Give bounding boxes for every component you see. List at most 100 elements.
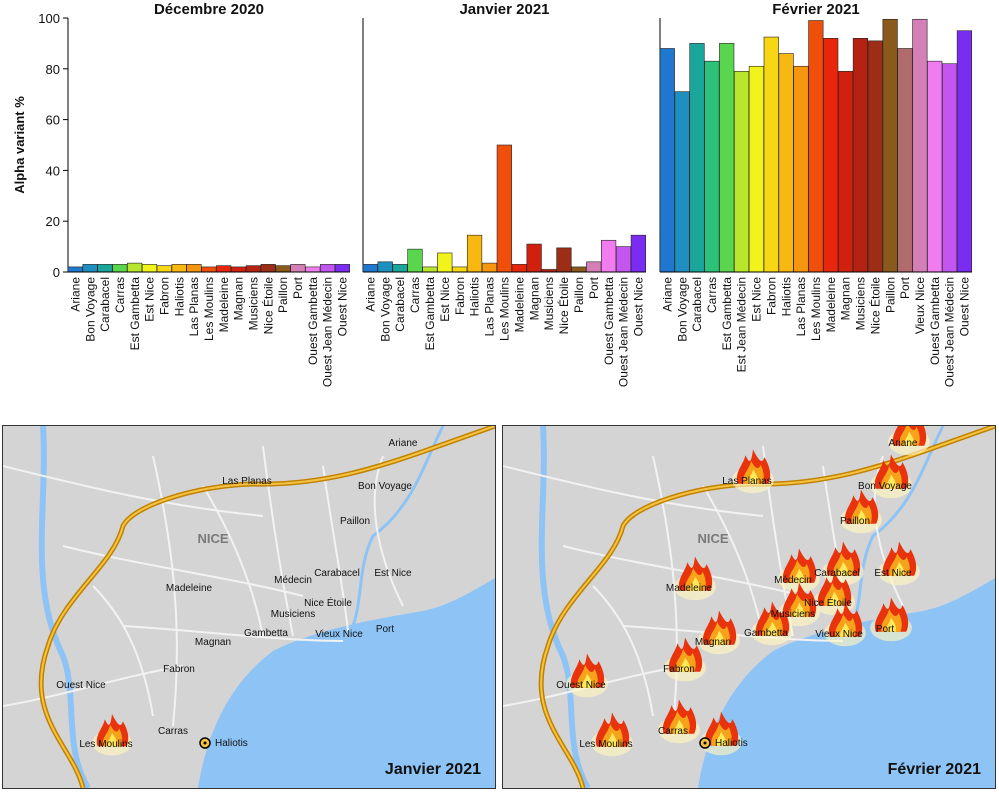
x-tick-label: Port — [291, 276, 305, 299]
bar-paillon — [571, 266, 587, 273]
map-label-est-nice: Est Nice — [374, 568, 412, 579]
bar-nice-toile — [260, 264, 276, 273]
x-tick-label: Ouest Nice — [632, 277, 646, 337]
river-paillon — [851, 426, 945, 627]
bar-bon-voyage — [674, 91, 690, 273]
motorway-inner — [540, 426, 995, 788]
x-tick-label: Les Moulins — [498, 277, 512, 341]
x-tick-label: Bon Voyage — [378, 277, 392, 342]
x-tick-label: Las Planas — [794, 277, 808, 336]
map-label-fabron: Fabron — [663, 664, 695, 675]
x-tick-label: Est Gambetta — [720, 277, 734, 351]
bar-carras — [407, 248, 423, 273]
x-tick-label: Est Nice — [750, 277, 764, 322]
map-title: Février 2021 — [888, 761, 982, 778]
bar-fabron — [156, 265, 172, 273]
map-label-vieux-nice: Vieux Nice — [815, 629, 863, 640]
x-tick-label: Ouest Gambetta — [928, 277, 942, 365]
x-tick-label: Ariane — [68, 277, 82, 312]
bar-est-gambetta — [422, 266, 438, 273]
bar-haliotis — [778, 53, 794, 273]
x-tick-label: Les Moulins — [202, 277, 216, 341]
street — [592, 585, 654, 717]
street — [92, 585, 154, 717]
bar-ouest-jean-m-decin — [941, 63, 958, 273]
bar-les-moulins — [201, 266, 217, 273]
bar-las-planas — [481, 262, 498, 273]
x-tick-label: Ouest Nice — [958, 277, 972, 337]
bar-nice-toile — [867, 40, 883, 273]
x-tick-label: Est Nice — [438, 277, 452, 322]
x-tick-label: Carabacel — [98, 277, 112, 332]
bar-est-gambetta — [719, 43, 735, 273]
bar-haliotis — [466, 234, 483, 273]
fire-icon — [700, 711, 742, 756]
bar-carras — [112, 264, 128, 273]
street — [373, 455, 404, 607]
street — [62, 545, 304, 597]
bar-carabacel — [392, 264, 408, 273]
bar-est-nice — [748, 65, 765, 273]
street — [322, 465, 349, 632]
chart-panel-1: Janvier 2021 Ariane Bon Voyage Carabacel Car… — [362, 1, 647, 387]
map-label-gambetta: Gambetta — [244, 628, 288, 639]
x-tick-label: Las Planas — [187, 277, 201, 336]
bar-ouest-jean-m-decin — [615, 246, 632, 273]
map-label-nice-toile: Nice Étoile — [804, 596, 852, 609]
bar-bon-voyage — [82, 264, 98, 273]
bar-les-moulins — [808, 20, 824, 273]
y-axis-label: Alpha variant % — [12, 96, 27, 194]
chart-title: Janvier 2021 — [459, 1, 549, 18]
haliotis-marker-dot — [703, 741, 707, 745]
street — [3, 465, 264, 517]
fire-icon — [870, 597, 912, 642]
map-canvas: NICE Ariane Las Planas Bon Voyage Paillon Car… — [503, 426, 995, 788]
river-var — [38, 426, 91, 788]
x-tick-label: Madeleine — [824, 277, 838, 333]
map-label-ouest-nice: Ouest Nice — [56, 680, 106, 691]
chart-panel-2: Février 2021 Ariane Bon Voyage Carabacel Car… — [659, 1, 973, 387]
bar-vieux-nice — [912, 18, 928, 273]
fire-icon — [698, 610, 740, 655]
map-label-carras: Carras — [658, 726, 688, 737]
x-tick-label: Ouest Jean Médecin — [617, 277, 631, 387]
motorway-inner — [40, 426, 495, 788]
map-label-haliotis: Haliotis — [715, 738, 748, 749]
y-tick-label: 40 — [46, 163, 60, 178]
map-label-carras: Carras — [158, 726, 188, 737]
map-label-ariane: Ariane — [389, 438, 418, 449]
fire-icon — [888, 426, 930, 456]
y-tick-label: 80 — [46, 62, 60, 77]
bar-ariane — [67, 266, 83, 273]
bar-ouest-jean-m-decin — [320, 264, 336, 273]
fire-icon — [658, 699, 700, 744]
fire-icon — [674, 556, 716, 601]
bar-bon-voyage — [377, 261, 393, 273]
x-tick-label: Fabron — [764, 277, 778, 315]
x-tick-label: Ouest Gambetta — [602, 277, 616, 365]
x-tick-label: Musiciens — [542, 277, 556, 330]
bar-est-gambetta — [127, 262, 143, 273]
chart-title: Décembre 2020 — [154, 1, 264, 18]
bar-est-nice — [437, 252, 453, 273]
map-label-carabacel: Carabacel — [314, 568, 360, 579]
city-name: NICE — [197, 531, 228, 546]
map-label-est-nice: Est Nice — [874, 568, 912, 579]
y-tick-label: 100 — [38, 11, 60, 26]
map-label-port: Port — [376, 624, 395, 635]
bar-port — [586, 261, 602, 273]
street — [503, 465, 764, 517]
map-label-bon-voyage: Bon Voyage — [858, 481, 912, 492]
bar-ouest-nice — [334, 264, 351, 273]
bar-ouest-gambetta — [601, 239, 617, 273]
map-label-fabron: Fabron — [163, 664, 195, 675]
map-label-port: Port — [876, 624, 895, 635]
x-tick-label: Vieux Nice — [913, 277, 927, 334]
fire-icon — [92, 714, 132, 756]
fire-icon — [778, 582, 820, 627]
street — [3, 665, 184, 707]
x-tick-label: Carras — [408, 277, 422, 313]
bar-las-planas — [186, 264, 202, 273]
x-tick-label: Haliotis — [468, 277, 482, 316]
street — [152, 455, 178, 727]
